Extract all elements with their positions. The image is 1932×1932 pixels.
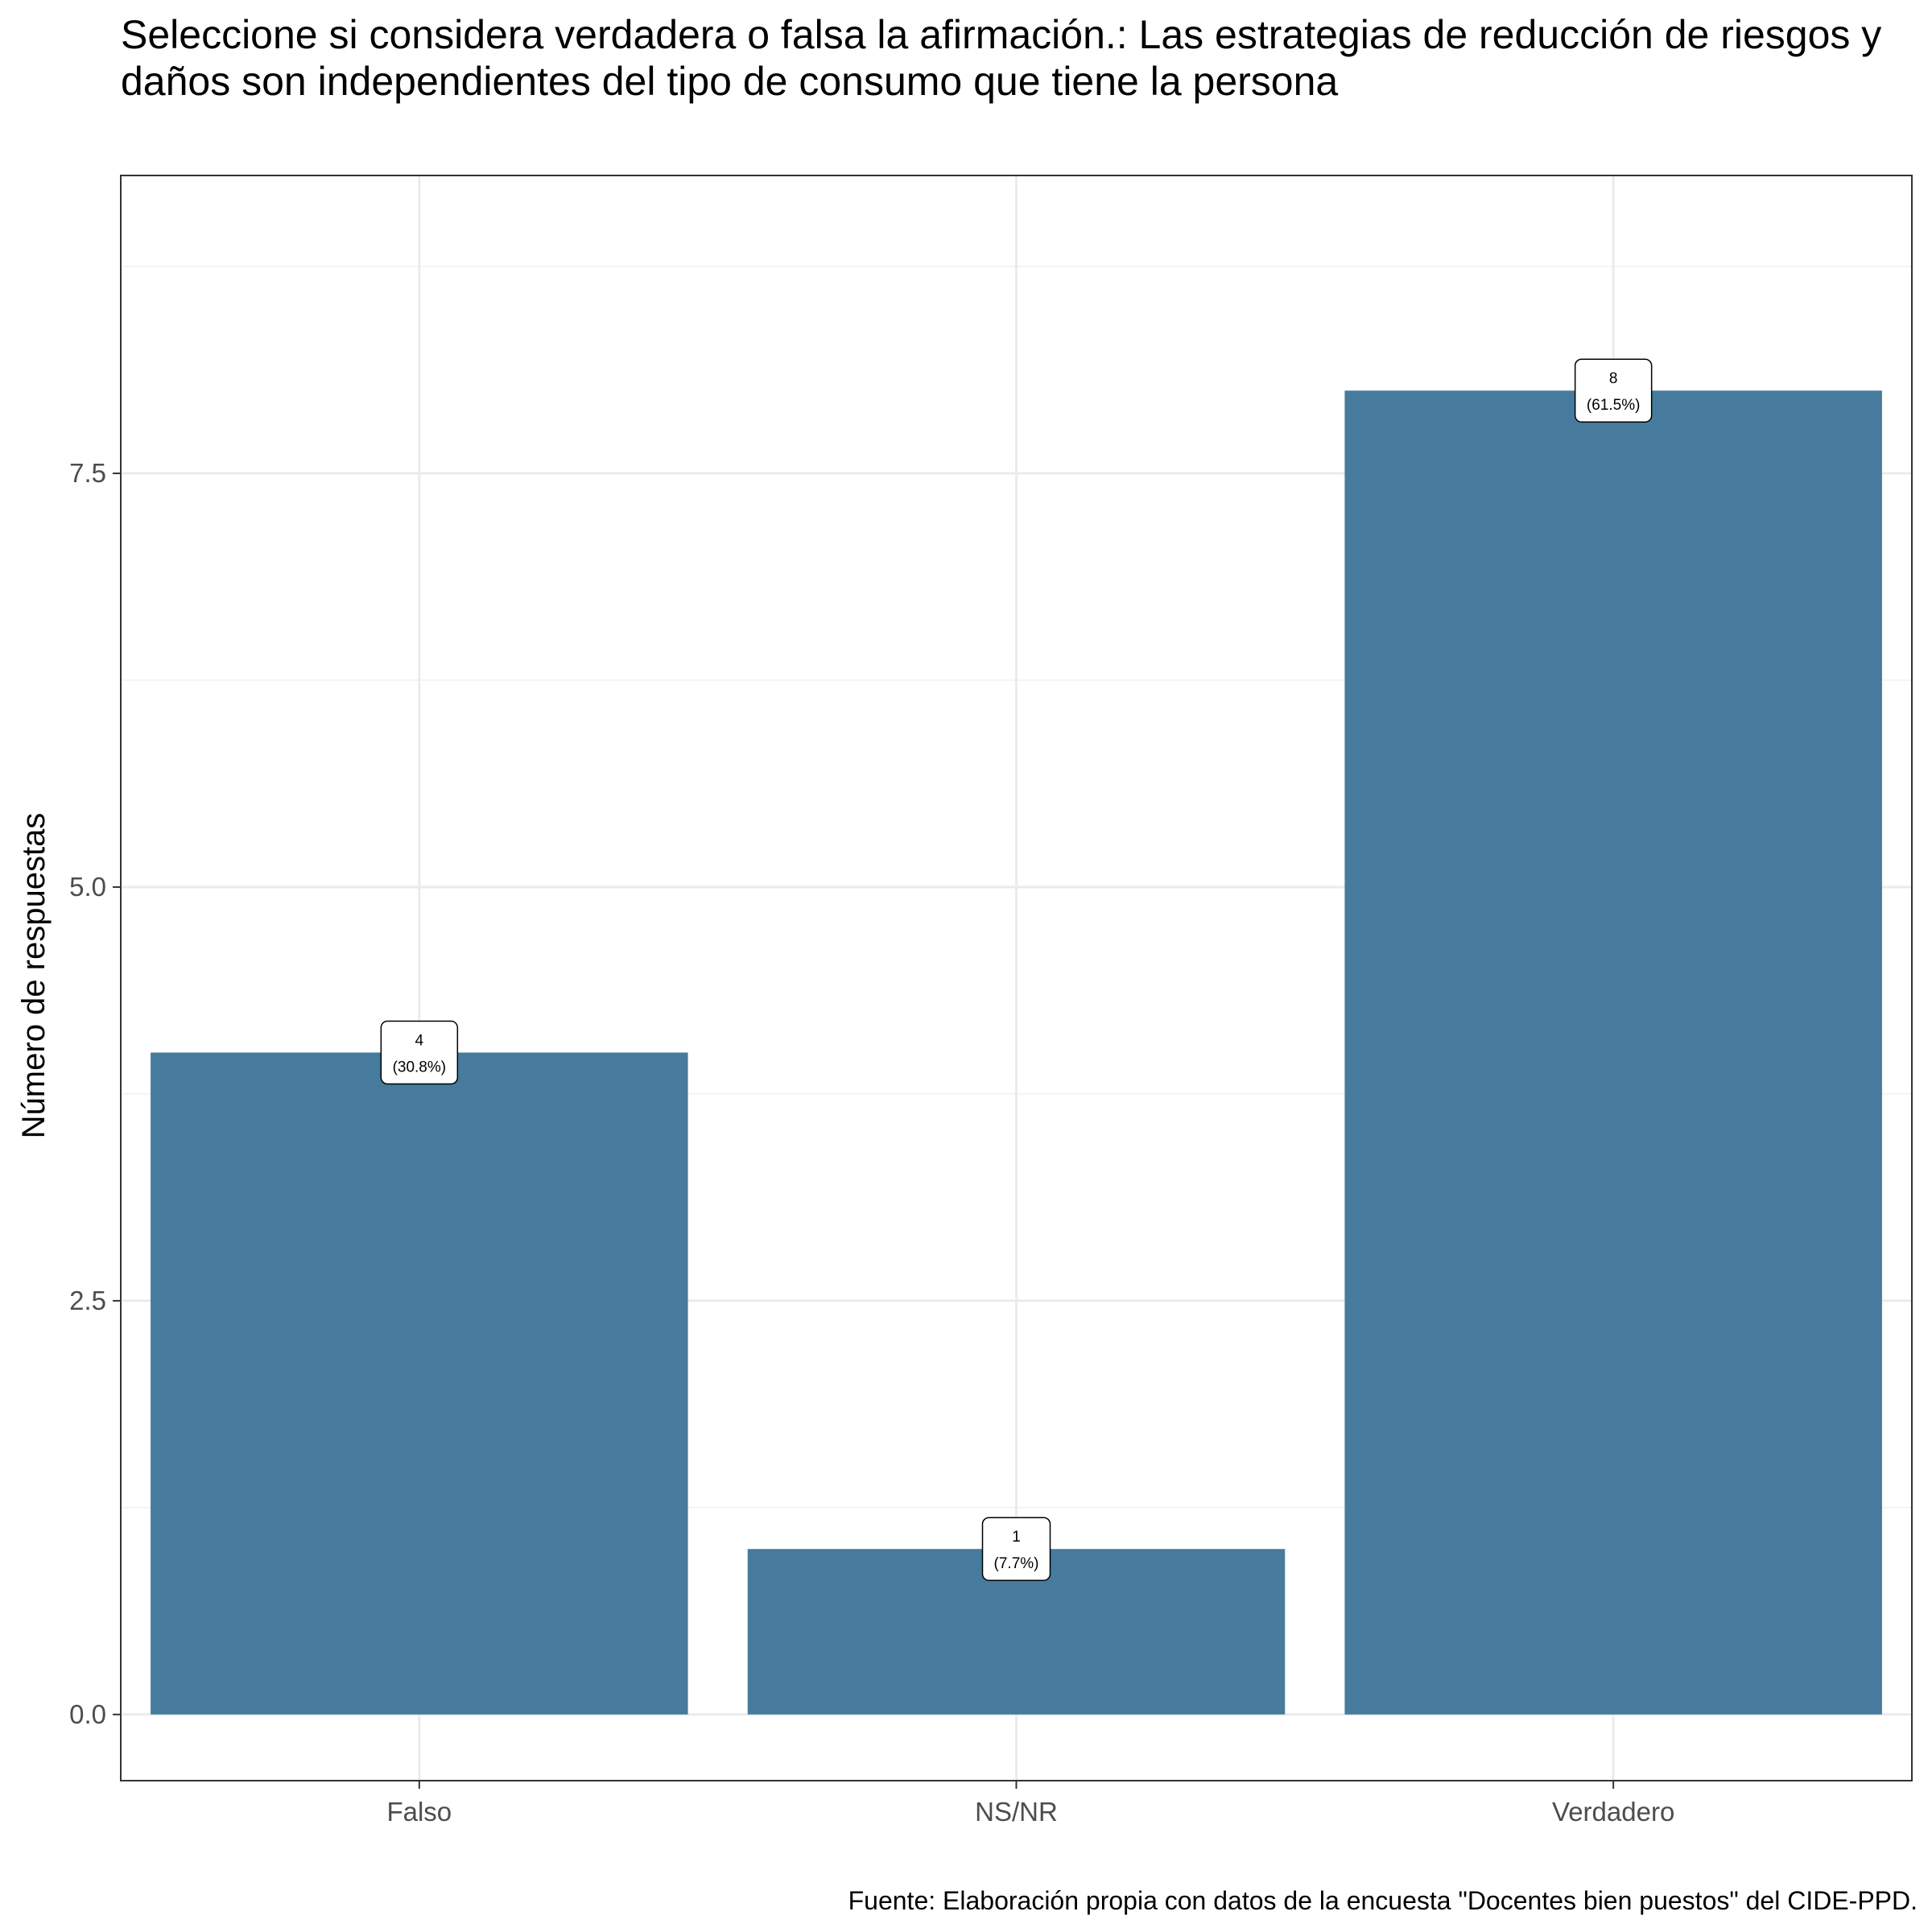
- data-label-box: [981, 1517, 1051, 1581]
- y-tick-label: 0.0: [69, 1699, 106, 1729]
- y-tick-label: 2.5: [69, 1286, 106, 1315]
- bar-falso: [151, 1052, 688, 1715]
- x-tick-label: Falso: [386, 1797, 452, 1827]
- chart-title: Seleccione si considera verdadera o fals…: [121, 12, 1882, 104]
- chart-caption: Fuente: Elaboración propia con datos de …: [848, 1886, 1918, 1915]
- y-axis-title: Número de respuestas: [16, 813, 52, 1139]
- data-label-count: 4: [415, 1033, 424, 1050]
- data-label-box: [1574, 358, 1653, 423]
- plot-area: 4 (30.8%) 1 (7.7%) 8 (61.5%) 0.0 2.5 5.0 7.5 Falso…: [69, 175, 1913, 1827]
- data-label-percent: (7.7%): [994, 1555, 1039, 1572]
- data-label-count: 8: [1609, 370, 1618, 387]
- data-label-count: 1: [1012, 1529, 1021, 1546]
- y-tick-label: 7.5: [69, 458, 106, 488]
- data-label-percent: (30.8%): [393, 1059, 447, 1076]
- x-tick-label: Verdadero: [1552, 1797, 1674, 1827]
- data-label-percent: (61.5%): [1587, 397, 1641, 414]
- x-tick-label: NS/NR: [975, 1797, 1058, 1827]
- data-label-box: [380, 1020, 459, 1085]
- bar-verdadero: [1344, 390, 1882, 1715]
- y-tick-label: 5.0: [69, 872, 106, 902]
